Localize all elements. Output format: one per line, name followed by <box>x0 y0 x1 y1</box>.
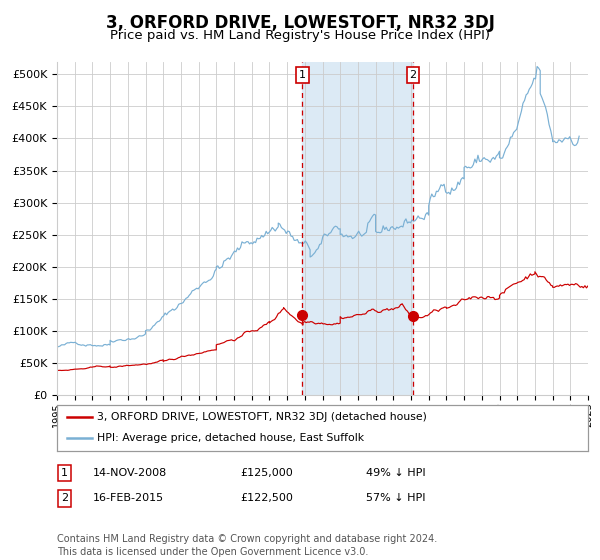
Text: 14-NOV-2008: 14-NOV-2008 <box>93 468 167 478</box>
Text: 1: 1 <box>299 70 306 80</box>
Text: £125,000: £125,000 <box>240 468 293 478</box>
Text: 57% ↓ HPI: 57% ↓ HPI <box>366 493 425 503</box>
Text: 1: 1 <box>61 468 68 478</box>
Text: 3, ORFORD DRIVE, LOWESTOFT, NR32 3DJ: 3, ORFORD DRIVE, LOWESTOFT, NR32 3DJ <box>106 14 494 32</box>
Text: HPI: Average price, detached house, East Suffolk: HPI: Average price, detached house, East… <box>97 433 364 444</box>
Text: Price paid vs. HM Land Registry's House Price Index (HPI): Price paid vs. HM Land Registry's House … <box>110 29 490 42</box>
Text: 16-FEB-2015: 16-FEB-2015 <box>93 493 164 503</box>
Text: 2: 2 <box>61 493 68 503</box>
Text: 49% ↓ HPI: 49% ↓ HPI <box>366 468 425 478</box>
Text: 3, ORFORD DRIVE, LOWESTOFT, NR32 3DJ (detached house): 3, ORFORD DRIVE, LOWESTOFT, NR32 3DJ (de… <box>97 412 427 422</box>
Text: 2: 2 <box>410 70 416 80</box>
Bar <box>302 62 413 395</box>
Text: £122,500: £122,500 <box>240 493 293 503</box>
Text: Contains HM Land Registry data © Crown copyright and database right 2024.
This d: Contains HM Land Registry data © Crown c… <box>57 534 437 557</box>
